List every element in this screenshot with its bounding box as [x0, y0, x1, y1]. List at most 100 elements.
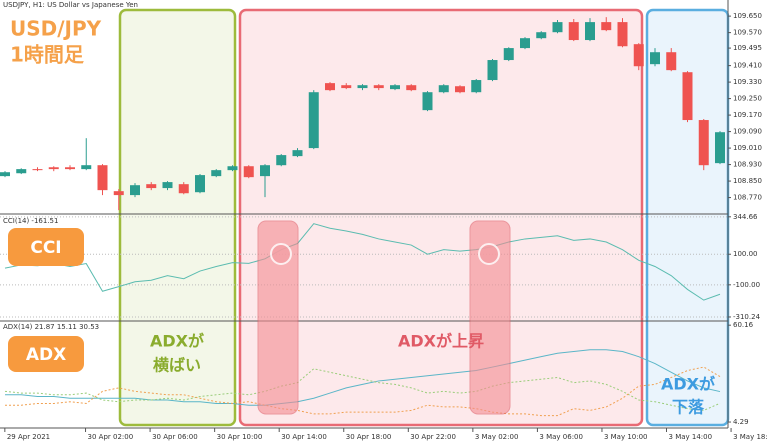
subtitle: 1時間足 [10, 43, 85, 67]
candle-body [48, 167, 59, 170]
candle-body [503, 48, 514, 61]
panel-header: ADX(14) 21.87 15.11 30.53 [3, 323, 99, 331]
candle-body [146, 184, 157, 189]
candle-body [633, 44, 644, 67]
candle-body [438, 85, 449, 93]
candle-body [97, 165, 108, 191]
y-tick-label: 108.930 [733, 161, 762, 169]
series-line [4, 223, 721, 301]
x-tick-label: 30 Apr 10:00 [217, 433, 263, 441]
x-tick-label: 3 May 14:00 [669, 433, 713, 441]
x-tick-label: 29 Apr 2021 [7, 433, 50, 441]
x-tick-label: 3 May 10:00 [604, 433, 648, 441]
candle-body [552, 22, 563, 33]
zone-label: ADXが [150, 332, 204, 351]
candle-body [260, 165, 270, 177]
x-tick-label: 30 Apr 06:00 [152, 433, 198, 441]
highlight [469, 220, 511, 415]
series-line [4, 368, 721, 411]
panel-header: CCI(14) -161.51 [3, 217, 58, 225]
candle-body [195, 175, 205, 193]
y-tick-label: 4.29 [733, 418, 749, 426]
candle-body [357, 85, 368, 89]
candle-body [16, 169, 27, 174]
rising-zone [238, 8, 644, 427]
series-line [5, 366, 721, 417]
y-tick-label: 109.495 [733, 44, 762, 52]
y-tick-label: 109.330 [733, 78, 762, 86]
candle-body [487, 60, 498, 81]
y-tick-label: 109.250 [733, 95, 762, 103]
candle-body [130, 185, 140, 196]
marker [270, 243, 292, 265]
candle-body [0, 172, 10, 177]
candle-body [617, 22, 628, 47]
y-tick-label: -310.24 [733, 313, 761, 321]
y-tick-label: 108.770 [733, 194, 762, 202]
x-tick-label: 30 Apr 02:00 [88, 433, 134, 441]
y-tick-label: 109.410 [733, 62, 762, 70]
zone-label: 下落 [672, 398, 705, 417]
x-tick-label: 3 May 06:00 [539, 433, 583, 441]
y-tick-label: 109.170 [733, 111, 762, 119]
candle-body [666, 52, 677, 71]
overlay: USD/JPY 1時間足 CCI ADX ADXが 横ばい ADXが上昇 ADX… [8, 17, 715, 417]
candle-body [406, 85, 417, 91]
candle-body [682, 72, 693, 121]
x-tick-label: 3 May 02:00 [475, 433, 519, 441]
badge: ADX [26, 345, 66, 365]
candle-body [81, 165, 92, 170]
zone-label: ADXが上昇 [398, 332, 484, 351]
candle-body [536, 32, 547, 39]
title: USD/JPY [10, 17, 102, 41]
candle-body [455, 86, 465, 93]
y-tick-label: 109.010 [733, 144, 762, 152]
candle-body [471, 80, 482, 93]
candle-body [276, 155, 287, 166]
zone-label: ADXが [661, 375, 715, 394]
y-tick-label: -100.00 [733, 281, 760, 289]
x-tick-label: 30 Apr 18:00 [346, 433, 392, 441]
y-tick-label: 100.00 [733, 250, 758, 258]
candle-body [390, 85, 400, 90]
y-tick-label: 60.16 [733, 321, 754, 329]
y-tick-label: 344.66 [733, 213, 758, 221]
series-line [5, 349, 721, 406]
candle-body [650, 52, 660, 65]
highlight [257, 220, 299, 415]
candle-body [227, 166, 238, 171]
candle-body [601, 22, 612, 31]
badge: CCI [30, 238, 61, 258]
candle-body [373, 85, 384, 89]
panel-header: USDJPY, H1: US Dollar vs Japanese Yen [3, 1, 138, 9]
candle-body [162, 182, 173, 189]
y-tick-label: 108.850 [733, 177, 762, 185]
candle-body [568, 22, 579, 41]
candle-body [698, 120, 709, 166]
candle-body [422, 92, 433, 111]
candle-body [178, 184, 189, 194]
y-tick-label: 109.570 [733, 29, 762, 37]
candle-body [308, 92, 319, 149]
x-tick-label: 30 Apr 14:00 [281, 433, 327, 441]
zone-label: 横ばい [153, 356, 201, 375]
candle-body [715, 132, 725, 164]
y-tick-label: 109.650 [733, 12, 762, 20]
x-tick-label: 3 May 18:00 [733, 433, 768, 441]
candle-body [243, 166, 254, 178]
badge-bg [8, 228, 84, 266]
badge-bg [8, 336, 84, 372]
candle-body [211, 170, 222, 177]
candle-body [32, 169, 43, 171]
candle-body [325, 83, 335, 91]
candle-body [520, 38, 530, 49]
candle-body [113, 191, 124, 196]
candle-body [341, 85, 352, 89]
candle-body [585, 22, 595, 41]
candle-body [65, 167, 75, 170]
x-tick-label: 30 Apr 22:00 [410, 433, 456, 441]
y-tick-label: 109.090 [733, 128, 762, 136]
